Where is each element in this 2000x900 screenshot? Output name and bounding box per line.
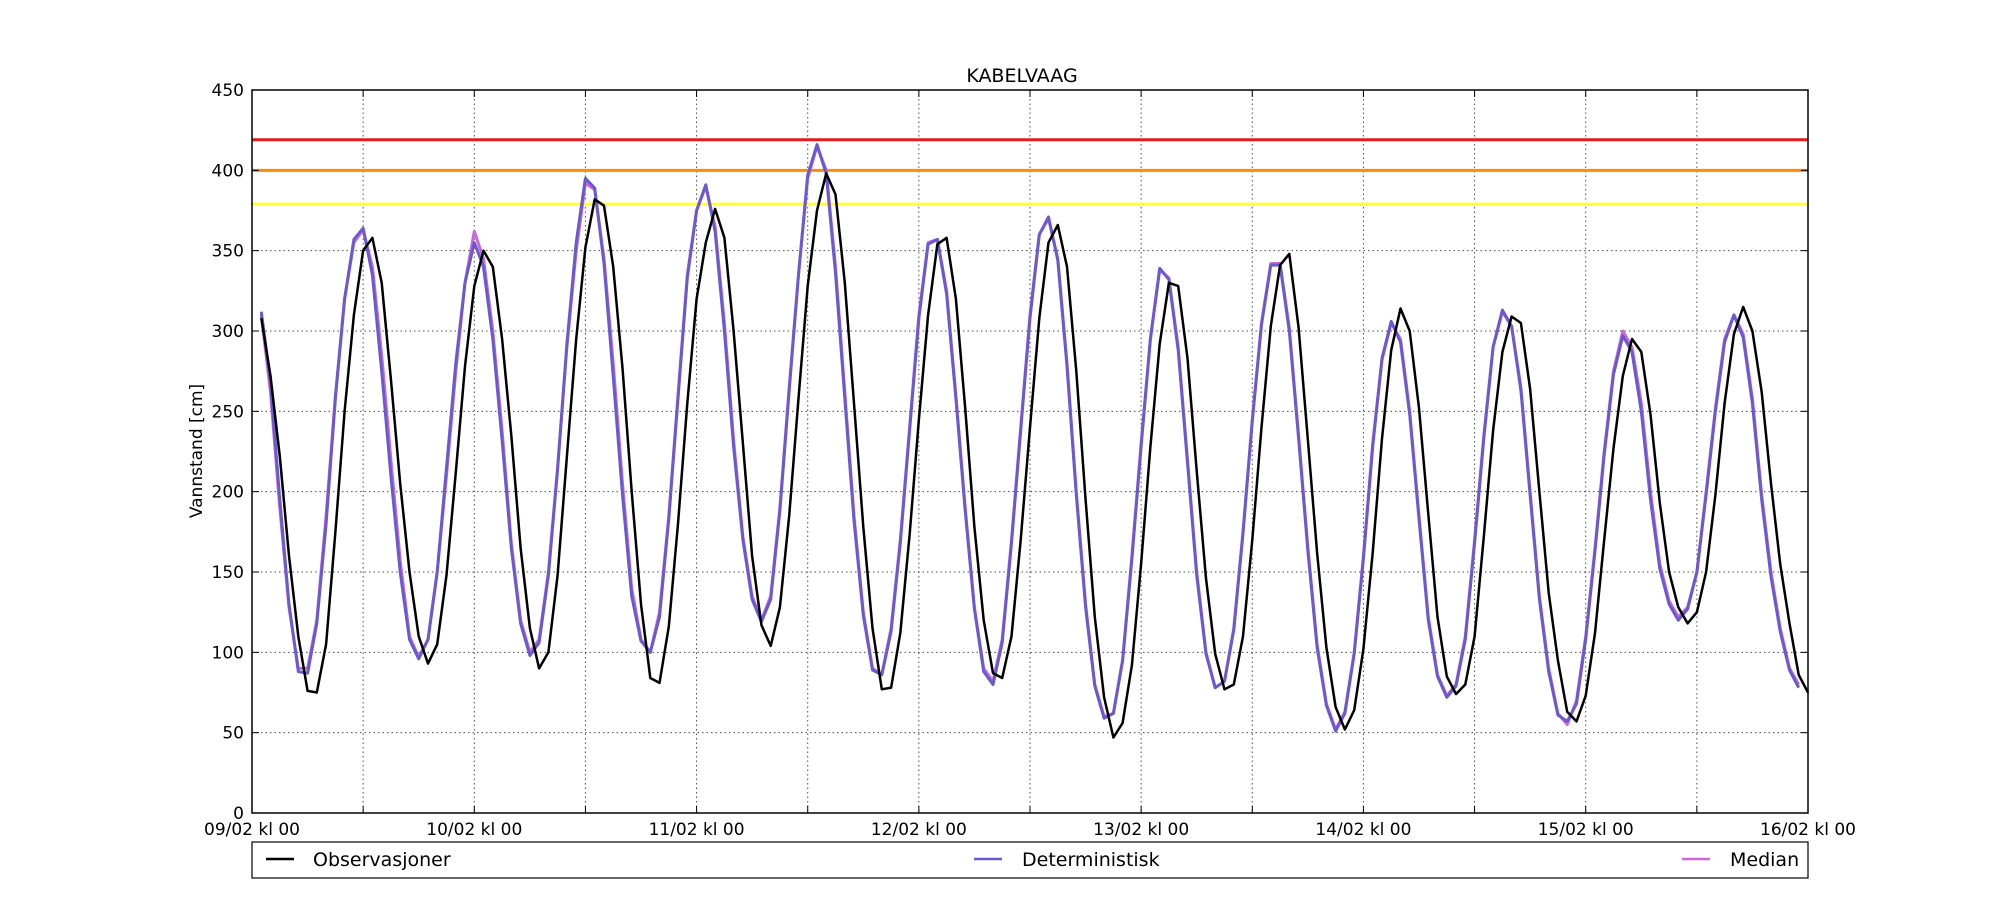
x-tick-label: 09/02 kl 00 [204, 820, 300, 840]
x-tick-label: 11/02 kl 00 [649, 820, 745, 840]
y-tick-label: 0 [233, 804, 244, 824]
y-axis-label: Vannstand [cm] [187, 384, 207, 518]
x-tick-label: 14/02 kl 00 [1315, 820, 1411, 840]
x-tick-label: 13/02 kl 00 [1093, 820, 1189, 840]
legend: Observasjoner Deterministisk Median [251, 841, 1809, 879]
legend-label-observasjoner: Observasjoner [313, 849, 451, 871]
x-tick-label: 12/02 kl 00 [871, 820, 967, 840]
y-tick-label: 100 [212, 643, 244, 663]
x-tick-label: 15/02 kl 00 [1538, 820, 1634, 840]
y-tick-label: 200 [212, 483, 244, 503]
y-tick-label: 400 [212, 161, 244, 181]
x-axis: 09/02 kl 00 10/02 kl 00 11/02 kl 00 12/02 k… [204, 90, 1856, 840]
y-axis: 0 50 100 150 200 250 300 350 400 450 [212, 81, 1808, 824]
y-tick-label: 150 [212, 563, 244, 583]
legend-box [251, 841, 1809, 879]
y-tick-label: 50 [222, 724, 244, 744]
series-line-deterministisk [259, 143, 1801, 733]
x-tick-label: 16/02 kl 00 [1760, 820, 1856, 840]
y-tick-label: 250 [212, 402, 244, 422]
chart-title: KABELVAAG [966, 65, 1077, 87]
series-line-observasjoner [260, 172, 1810, 739]
y-tick-label: 450 [212, 81, 244, 101]
threshold-lines [252, 138, 1808, 206]
y-tick-label: 300 [212, 322, 244, 342]
legend-label-median: Median [1730, 849, 1799, 871]
x-tick-label: 10/02 kl 00 [426, 820, 522, 840]
y-tick-label: 350 [212, 242, 244, 262]
series-lines [259, 143, 1810, 739]
legend-label-deterministisk: Deterministisk [1022, 849, 1160, 871]
